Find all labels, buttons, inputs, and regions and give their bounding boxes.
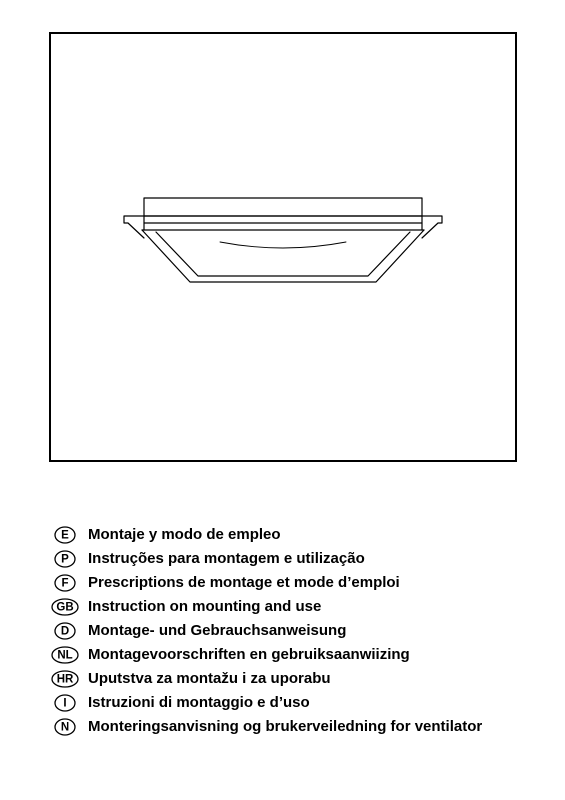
language-row: HR Uputstva za montažu i za uporabu (50, 670, 517, 688)
language-label: Instruções para montagem e utilização (88, 550, 365, 568)
language-code-text: E (61, 530, 69, 542)
language-row: P Instruções para montagem e utilização (50, 550, 517, 568)
language-list: E Montaje y modo de empleo P Instruções par… (48, 526, 517, 736)
language-row: E Montaje y modo de empleo (50, 526, 517, 544)
product-illustration (98, 182, 468, 312)
language-code-text: GB (56, 602, 73, 614)
language-label: Monteringsanvisning og brukerveiledning … (88, 718, 482, 736)
language-code-badge: P (50, 550, 80, 568)
language-label: Montagevoorschriften en gebruiksaanwiizi… (88, 646, 410, 664)
language-code-text: NL (57, 650, 72, 662)
language-row: F Prescriptions de montage et mode d’empl… (50, 574, 517, 592)
language-code-badge: F (50, 574, 80, 592)
language-row: D Montage- und Gebrauchsanweisung (50, 622, 517, 640)
language-label: Uputstva za montažu i za uporabu (88, 670, 331, 688)
language-label: Instruction on mounting and use (88, 598, 321, 616)
language-code-text: F (61, 578, 68, 590)
language-code-text: I (63, 698, 66, 710)
language-code-text: D (61, 626, 69, 638)
language-code-text: P (61, 554, 69, 566)
language-row: GB Instruction on mounting and use (50, 598, 517, 616)
product-figure (49, 32, 517, 462)
language-row: NL Montagevoorschriften en gebruiksaanwii… (50, 646, 517, 664)
language-code-text: N (61, 722, 69, 734)
language-code-badge: D (50, 622, 80, 640)
page: E Montaje y modo de empleo P Instruções par… (0, 0, 565, 800)
language-label: Montaje y modo de empleo (88, 526, 281, 544)
language-code-badge: E (50, 526, 80, 544)
language-label: Montage- und Gebrauchsanweisung (88, 622, 346, 640)
language-label: Prescriptions de montage et mode d’emplo… (88, 574, 400, 592)
language-row: I Istruzioni di montaggio e d’uso (50, 694, 517, 712)
language-code-badge: NL (50, 646, 80, 664)
language-code-badge: I (50, 694, 80, 712)
language-code-text: HR (57, 674, 74, 686)
language-code-badge: GB (50, 598, 80, 616)
language-code-badge: N (50, 718, 80, 736)
language-code-badge: HR (50, 670, 80, 688)
language-label: Istruzioni di montaggio e d’uso (88, 694, 310, 712)
language-row: N Monteringsanvisning og brukerveiledning… (50, 718, 517, 736)
